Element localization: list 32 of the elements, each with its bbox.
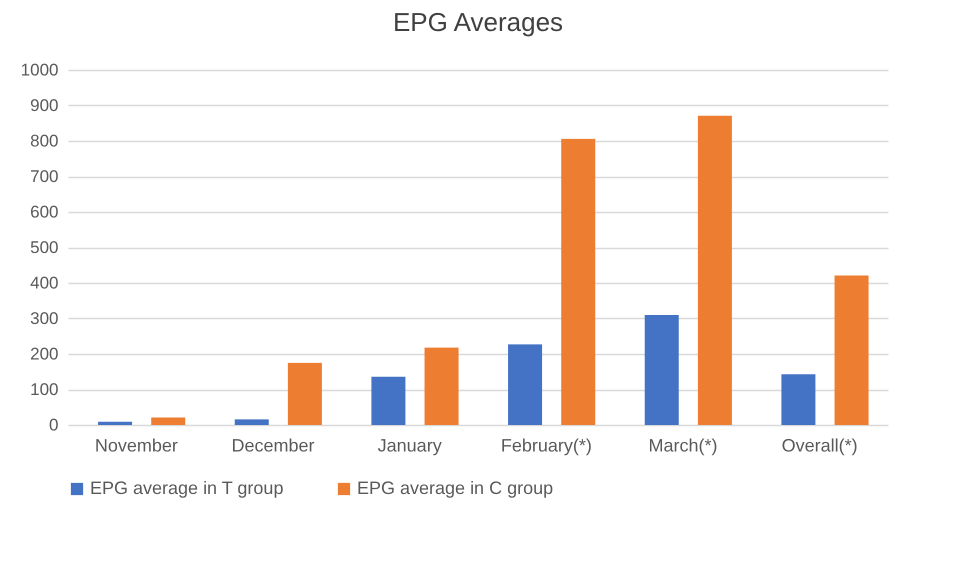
legend-label: EPG average in C group bbox=[357, 478, 554, 498]
x-tick-label: March(*) bbox=[648, 436, 718, 456]
y-tick-label: 0 bbox=[49, 416, 58, 434]
y-tick-label: 700 bbox=[30, 167, 58, 186]
bar bbox=[644, 314, 679, 425]
legend-label: EPG average in T group bbox=[90, 478, 284, 498]
bar bbox=[508, 344, 542, 425]
y-tick-label: 100 bbox=[30, 380, 58, 399]
bar bbox=[234, 419, 269, 425]
bar bbox=[698, 116, 732, 425]
x-tick-label: Overall(*) bbox=[782, 436, 858, 456]
bar bbox=[834, 276, 869, 425]
y-tick-label: 600 bbox=[30, 202, 58, 222]
y-tick-label: 1000 bbox=[20, 60, 58, 80]
x-tick-label: November bbox=[94, 436, 178, 456]
bar bbox=[151, 418, 186, 425]
x-tick-label: December bbox=[231, 436, 315, 456]
y-tick-label: 400 bbox=[30, 274, 58, 292]
x-tick-label: January bbox=[378, 436, 442, 456]
chart-title: EPG Averages bbox=[392, 7, 564, 37]
bar bbox=[371, 376, 406, 425]
y-tick-label: 500 bbox=[30, 238, 58, 257]
x-tick-label: February(*) bbox=[500, 436, 592, 456]
y-tick-label: 200 bbox=[30, 344, 58, 364]
bar bbox=[561, 138, 596, 425]
y-tick-label: 300 bbox=[30, 309, 58, 328]
bar bbox=[424, 348, 459, 425]
bar bbox=[98, 422, 132, 425]
y-tick-label: 800 bbox=[30, 132, 58, 150]
bar bbox=[288, 362, 322, 425]
y-tick-label: 900 bbox=[30, 96, 58, 115]
bar bbox=[781, 374, 816, 425]
